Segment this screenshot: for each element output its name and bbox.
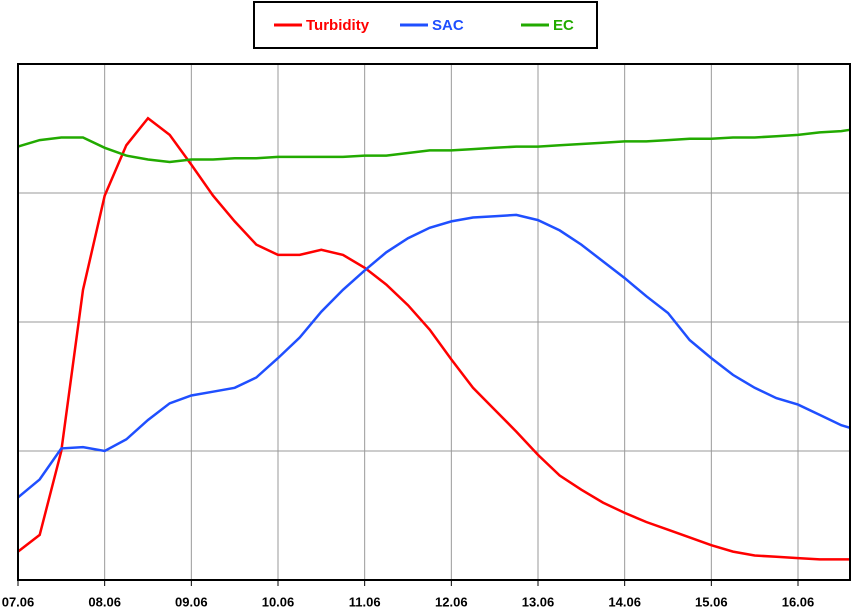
x-tick-label: 14.06 [608,594,641,609]
x-tick-label: 10.06 [262,594,295,609]
x-tick-label: 12.06 [435,594,468,609]
x-tick-label: 15.06 [695,594,728,609]
series-line [17,116,850,561]
x-tick-label: 16.06 [782,594,815,609]
plot-frame [17,63,851,581]
x-tick-label: 13.06 [522,594,555,609]
legend-label: SAC [432,17,464,34]
x-tick-label: 07.06 [2,594,35,609]
series-line [17,128,851,164]
series-line [17,213,851,499]
legend-label: Turbidity [306,17,370,34]
x-tick-label: 11.06 [349,594,381,609]
x-tick-label: 09.06 [175,594,208,609]
x-tick-label: 08.06 [88,594,121,609]
legend-label: EC [553,17,574,34]
